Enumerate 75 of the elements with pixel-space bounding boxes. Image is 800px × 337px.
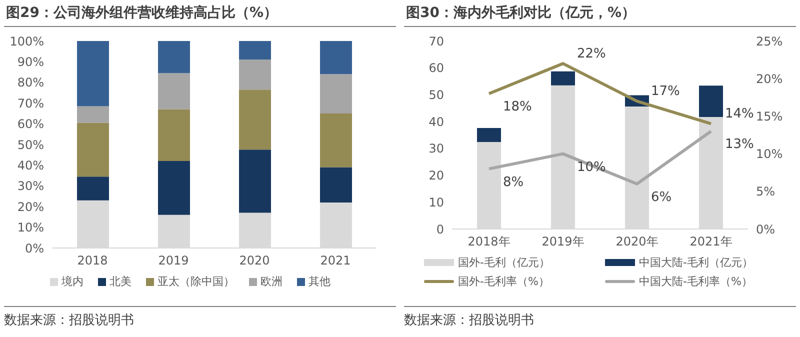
y-tick-label: 90% [17, 54, 44, 69]
legend-label: 欧洲 [260, 274, 282, 289]
y-tick-label: 80% [17, 76, 44, 90]
x-tick-label: 2020年 [616, 234, 658, 249]
bar [320, 74, 352, 114]
y-tick-label: 70 [428, 34, 444, 48]
y-tick-label: 0 [436, 222, 444, 236]
data-label: 18% [503, 100, 532, 115]
legend-label: 北美 [110, 274, 132, 289]
source-note: 数据来源：招股说明书 [4, 312, 135, 329]
bar [699, 86, 723, 118]
bar [239, 90, 271, 150]
x-tick-label: 2020 [239, 254, 270, 268]
y-tick-label: 60% [17, 117, 44, 132]
x-tick-label: 2019年 [542, 234, 584, 249]
bar [320, 41, 352, 74]
bar [158, 73, 190, 110]
bar [239, 150, 271, 213]
line-series [488, 62, 712, 126]
x-tick-label: 2018年 [468, 234, 510, 249]
bar [239, 60, 271, 90]
y-tick-label: 100% [10, 34, 44, 48]
y-tick-label: 20 [428, 168, 444, 183]
y-tick-label: 50% [17, 138, 44, 152]
bar [77, 41, 109, 106]
chart-title: 图29：公司海外组件营收维持高占比（%） [4, 0, 396, 27]
bar [77, 176, 109, 200]
bar [551, 71, 575, 86]
y-tick-label: 40% [17, 158, 44, 172]
source-note: 数据来源：招股说明书 [404, 312, 535, 329]
y2-tick-label: 0% [756, 222, 776, 236]
bar [158, 41, 190, 74]
data-label: 13% [725, 137, 754, 152]
x-tick-label: 2018 [77, 254, 108, 268]
bar [239, 41, 271, 60]
y-tick-label: 10 [428, 195, 444, 210]
bar [320, 113, 352, 168]
y2-tick-label: 5% [756, 184, 776, 199]
y2-tick-label: 20% [756, 72, 783, 86]
legend-label: 国外-毛利（亿元） [458, 255, 550, 270]
y2-tick-label: 25% [756, 34, 783, 48]
bar [320, 167, 352, 202]
legend-label: 亚太（除中国） [158, 274, 234, 289]
x-tick-label: 2021 [320, 254, 351, 268]
y-tick-label: 10% [17, 220, 44, 235]
data-label: 10% [577, 160, 606, 175]
y-tick-label: 30% [17, 179, 44, 194]
y-tick-label: 0% [24, 241, 44, 256]
y-tick-label: 50 [428, 88, 444, 102]
x-tick-label: 2019 [158, 254, 189, 268]
y-tick-label: 70% [17, 96, 44, 110]
data-label: 8% [503, 174, 524, 190]
line-series [488, 130, 712, 186]
y2-tick-label: 15% [756, 109, 783, 124]
legend-label: 境内 [62, 274, 84, 289]
legend-label: 中国大陆-毛利率（%） [639, 274, 752, 289]
legend-label: 中国大陆-毛利（亿元） [639, 255, 753, 270]
legend-label: 其他 [308, 274, 330, 289]
y2-tick-label: 10% [756, 147, 783, 162]
legend-label: 国外-毛利率（%） [458, 274, 550, 289]
y-tick-label: 60 [428, 61, 444, 76]
bar [158, 161, 190, 215]
data-label: 6% [651, 190, 672, 205]
bar [77, 106, 109, 123]
y-tick-label: 30 [428, 142, 444, 156]
data-label: 17% [651, 84, 680, 100]
x-tick-label: 2021年 [690, 234, 732, 249]
bar [158, 109, 190, 162]
y-tick-label: 40 [428, 114, 444, 129]
y-tick-label: 20% [17, 200, 44, 214]
chart-title: 图30：海内外毛利对比（亿元，%） [404, 0, 796, 27]
bar [77, 122, 109, 177]
data-label: 14% [725, 106, 754, 122]
bar [477, 128, 501, 142]
data-label: 22% [577, 46, 606, 62]
